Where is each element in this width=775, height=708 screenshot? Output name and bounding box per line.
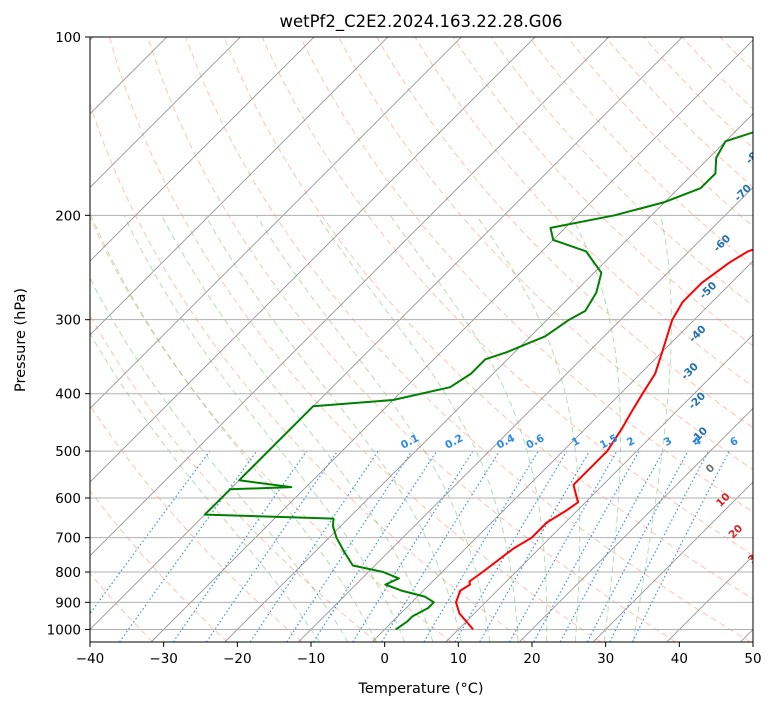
dry-adiabat-line: [261, 37, 753, 556]
chart-title: wetPf2_C2E2.2024.163.22.28.G06: [279, 12, 562, 32]
y-axis: 100 200 300 400 500 600 700 800 900 1000: [47, 30, 90, 638]
dry-adiabat-line: [147, 37, 676, 642]
moist-adiabat-line: [161, 215, 434, 642]
y-tick-label: 200: [55, 208, 81, 224]
x-tick-label: 50: [744, 651, 761, 667]
dry-adiabat-line: [109, 37, 602, 642]
x-tick-label: −40: [76, 651, 105, 667]
isotherm-label: -80: [744, 145, 766, 167]
y-tick-label: 900: [55, 595, 81, 611]
skewed-isotherm: [90, 37, 241, 189]
mixing-ratio-line: [119, 450, 258, 642]
y-tick-label: 100: [55, 30, 81, 46]
y-tick-label: 300: [55, 313, 81, 329]
dry-adiabat-line: [452, 37, 753, 347]
x-tick-label: 10: [450, 651, 467, 667]
dry-adiabat-line: [223, 37, 753, 600]
x-tick-label: 40: [671, 651, 688, 667]
dry-adiabat-line: [299, 37, 753, 513]
y-tick-label: 400: [55, 387, 81, 403]
mixing-ratio-line: [249, 450, 379, 642]
skewed-isotherm: [519, 407, 753, 642]
dry-adiabat-line: [414, 37, 753, 388]
mixing-ratio-line: [90, 450, 211, 615]
mixing-ratio-line: [172, 450, 308, 642]
skewed-isotherm: [90, 37, 389, 336]
isotherm-label: 30: [746, 547, 765, 566]
mixing-ratio-line: [381, 450, 500, 642]
dry-adiabat-line: [90, 489, 228, 642]
skewed-isotherm: [298, 186, 753, 642]
mixing-ratio-line: [205, 450, 338, 642]
y-tick-label: 700: [55, 531, 81, 547]
moist-adiabat-line: [389, 215, 548, 642]
dry-adiabat-line: [376, 37, 753, 429]
mixing-ratio-line: [352, 450, 474, 642]
moist-adiabat-line: [123, 215, 406, 642]
x-axis-title: Temperature (°C): [357, 681, 483, 697]
moist-adiabat-line: [255, 215, 491, 642]
moist-adiabat-line: [204, 215, 462, 642]
moist-adiabat-line: [570, 215, 621, 642]
skewed-isotherm: [90, 37, 610, 557]
moist-adiabat-line: [90, 276, 349, 642]
skewed-isotherm: [90, 37, 315, 262]
dry-adiabat-line: [90, 314, 378, 642]
skewed-isotherm: [371, 260, 753, 642]
mixing-ratio-line: [632, 450, 730, 642]
skewed-isotherm: [90, 37, 536, 483]
y-tick-label: 800: [55, 565, 81, 581]
mixing-ratio-line: [559, 450, 664, 642]
dry-adiabat-line: [490, 37, 753, 307]
y-tick-label: 500: [55, 444, 81, 460]
skewed-isotherm: [150, 39, 753, 642]
y-tick-label: 600: [55, 491, 81, 507]
dewpoint-profile: [203, 131, 753, 631]
plot-frame: [89, 36, 754, 643]
x-tick-label: 30: [597, 651, 614, 667]
x-tick-label: −10: [297, 651, 326, 667]
moist-adiabat-line: [316, 215, 519, 642]
grid-lines: [90, 37, 753, 642]
skewed-isotherm: [592, 481, 753, 642]
x-tick-label: −30: [149, 651, 178, 667]
mixing-ratio-line: [509, 450, 618, 642]
plot-background: [90, 37, 753, 642]
temperature-profile: [455, 248, 753, 631]
x-tick-label: 0: [380, 651, 389, 667]
dry-adiabat-line: [338, 37, 753, 471]
skewed-isotherm: [445, 334, 753, 642]
mixing-ratio-line: [313, 450, 438, 642]
moist-adiabat-line: [90, 215, 377, 642]
x-axis: −40 −30 −20 −10 0 10 20 30 40 50: [76, 642, 762, 667]
mixing-ratio-line: [533, 450, 640, 642]
dry-adiabat-line: [90, 102, 527, 642]
skewed-isotherm: [90, 37, 683, 631]
skewed-isotherm: [224, 113, 753, 642]
y-axis-title: Pressure (hPa): [13, 288, 29, 392]
mixing-ratio-line: [286, 450, 413, 642]
x-tick-label: 20: [523, 651, 540, 667]
moist-adiabat-line: [90, 332, 320, 642]
profile-lines: [203, 131, 753, 631]
dry-adiabat-line: [90, 404, 303, 642]
y-tick-label: 1000: [47, 622, 81, 638]
background-lines: [90, 37, 753, 642]
skewed-isotherm: [90, 37, 462, 410]
moist-adiabat-line: [632, 215, 672, 642]
x-tick-label: −20: [223, 651, 252, 667]
